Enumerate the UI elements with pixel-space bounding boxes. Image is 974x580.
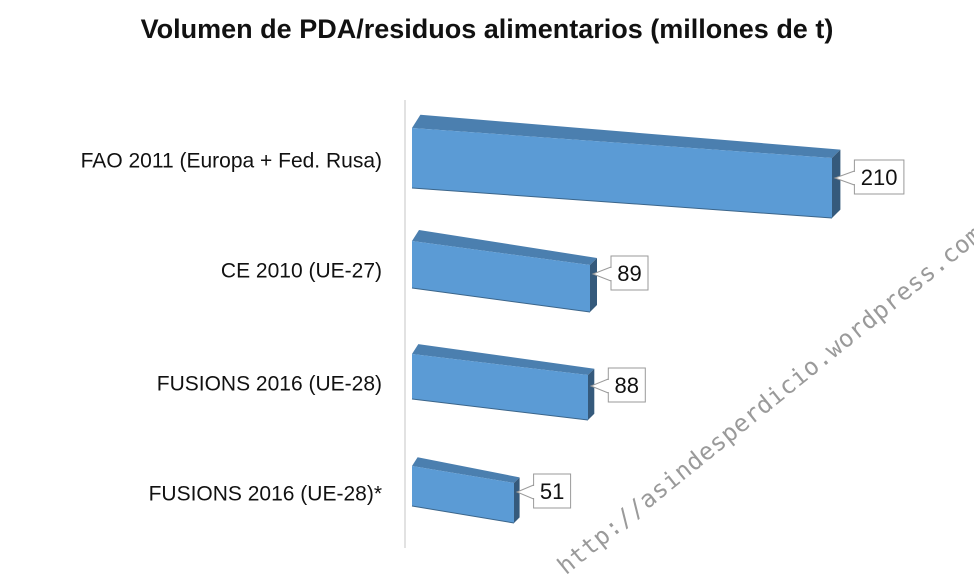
chart-title: Volumen de PDA/residuos alimentarios (mi…	[140, 14, 834, 44]
data-label-callout: 210	[833, 159, 905, 195]
bar	[411, 344, 595, 421]
category-label: CE 2010 (UE-27)	[221, 260, 382, 283]
bar-top-face	[412, 344, 595, 375]
data-label-joint	[610, 268, 613, 280]
bar-bottom-edge	[411, 398, 589, 421]
bar-bottom-edge	[411, 187, 833, 219]
data-label: 51	[540, 479, 564, 504]
data-label-joint	[853, 172, 857, 184]
data-label: 210	[861, 165, 898, 190]
data-label-joint	[532, 486, 536, 498]
bar-front-face	[412, 241, 590, 312]
bar-end-face	[832, 149, 841, 218]
bar	[411, 457, 520, 524]
category-label: FUSIONS 2016 (UE-28)	[157, 373, 382, 396]
data-label-callout: 89	[591, 255, 649, 291]
bar-top-face	[412, 114, 841, 158]
data-label-joint	[607, 380, 611, 392]
data-labels: 210 89 88 51	[515, 159, 905, 509]
data-label: 89	[617, 261, 641, 286]
data-label-box	[607, 367, 646, 403]
bar-front-face	[412, 354, 588, 420]
bar-top-face	[412, 457, 520, 483]
category-label: FAO 2011 (Europa + Fed. Rusa)	[81, 150, 382, 173]
bar-bottom-edge	[411, 505, 515, 524]
data-label-callout: 88	[589, 367, 646, 403]
bar-end-face	[588, 368, 595, 420]
data-label: 88	[615, 373, 639, 398]
category-label: FUSIONS 2016 (UE-28)*	[149, 483, 382, 506]
data-label-box	[610, 255, 649, 291]
bar-chart: FAO 2011 (Europa + Fed. Rusa) CE 2010 (UE…	[81, 100, 905, 548]
bar-marks	[411, 114, 841, 524]
bars-layer: FAO 2011 (Europa + Fed. Rusa) CE 2010 (UE…	[81, 114, 905, 524]
bar-front-face	[412, 466, 514, 523]
category-labels: FAO 2011 (Europa + Fed. Rusa) CE 2010 (UE…	[81, 150, 382, 506]
data-label-callout: 51	[515, 473, 572, 509]
bar	[411, 230, 597, 313]
bar-top-face	[412, 230, 597, 265]
bar	[411, 114, 841, 219]
bar-end-face	[590, 258, 597, 312]
bar-bottom-edge	[411, 287, 591, 313]
bar-end-face	[514, 477, 520, 523]
